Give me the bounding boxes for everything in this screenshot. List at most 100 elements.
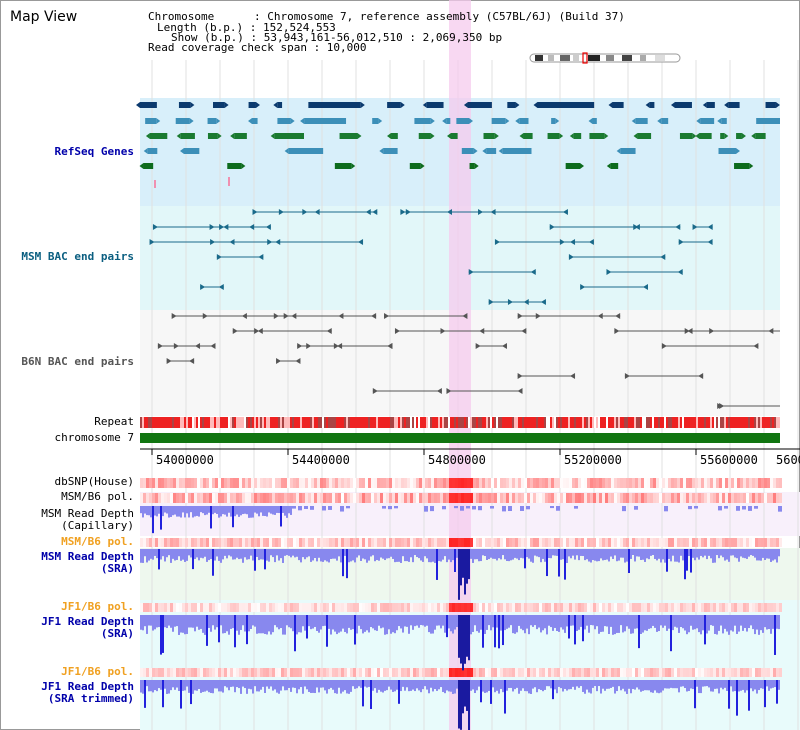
jf1-pol2-cell (332, 668, 335, 677)
msm-sra-depth-bar (758, 549, 760, 561)
dbsnp-cell (206, 478, 209, 488)
jf1-pol-cell (191, 603, 194, 612)
msm-pol-cell (578, 493, 581, 503)
msm-pol-cell (356, 493, 359, 503)
track-label-msm-depth-sra[interactable]: MSM Read Depth (41, 550, 134, 563)
msm-capillary-depth-bar (252, 506, 254, 518)
track-label-jf1-depth-trimmed[interactable]: JF1 Read Depth (41, 680, 134, 693)
jf1-trim-depth-bar (238, 680, 240, 689)
msm-pol-cell (503, 493, 506, 503)
jf1-trim-depth-bar (578, 680, 580, 688)
jf1-pol-cell (494, 603, 497, 612)
jf1-trim-depth-bar (722, 680, 724, 690)
msm-pol-cell (377, 493, 380, 503)
jf1-trim-depth-bar (264, 680, 266, 693)
jf1-sra-depth-bar (718, 615, 720, 631)
jf1-pol-cell (560, 603, 563, 612)
jf1-trim-depth-bar (656, 680, 658, 693)
repeat-feature (700, 417, 702, 428)
refseq-gene (736, 133, 742, 139)
jf1-sra-depth-bar (602, 615, 604, 632)
jf1-trim-depth-bar (490, 680, 492, 704)
dbsnp-cell (701, 478, 704, 488)
track-label-msm-b6-pol-sra[interactable]: MSM/B6 pol. (61, 535, 134, 548)
jf1-trim-depth-bar (204, 680, 206, 692)
dbsnp-cell (644, 478, 647, 488)
msm-pol-sra-cell (161, 538, 164, 547)
msm-sra-depth-bar (644, 549, 646, 562)
repeat-feature (594, 417, 596, 428)
track-label-jf1-b6-pol[interactable]: JF1/B6 pol. (61, 600, 134, 613)
track-label-dbsnp[interactable]: dbSNP(House) (54, 475, 134, 488)
track-label-chromosome[interactable]: chromosome 7 (54, 431, 134, 444)
msm-bac-pair-end (216, 254, 222, 260)
repeat-feature (284, 417, 286, 428)
track-label-b6n-bac[interactable]: B6N BAC end pairs (21, 355, 134, 368)
msm-sra-depth-bar (618, 549, 620, 561)
jf1-trim-depth-bar (690, 680, 692, 689)
jf1-pol-cell (200, 603, 203, 612)
jf1-sra-depth-bar (652, 615, 654, 626)
track-label-jf1-depth-sra[interactable]: JF1 Read Depth (41, 615, 134, 628)
repeat-feature (532, 417, 534, 428)
msm-pol-sra-cell (176, 538, 179, 547)
repeat-feature (528, 417, 530, 428)
jf1-trim-depth-bar (292, 680, 294, 688)
repeat-feature (166, 417, 168, 428)
jf1-pol-cell (746, 603, 749, 612)
track-label-msm-bac[interactable]: MSM BAC end pairs (21, 250, 134, 263)
msm-sra-depth-bar (652, 549, 654, 556)
repeat-feature (710, 417, 712, 428)
jf1-trim-depth-bar (408, 680, 410, 692)
refseq-gene-arrow (606, 163, 611, 169)
repeat-feature (668, 417, 670, 428)
dbsnp-cell (341, 478, 344, 488)
msm-pol-cell (527, 493, 530, 503)
jf1-trim-depth-bar (200, 680, 202, 693)
track-label-repeat[interactable]: Repeat (94, 415, 134, 428)
repeat-feature (486, 417, 488, 428)
jf1-sra-depth-bar (594, 615, 596, 630)
repeat-feature (414, 417, 416, 428)
msm-capillary-depth-bar (154, 506, 156, 516)
msm-sra-depth-bar (638, 549, 640, 557)
dbsnp-cell (305, 478, 308, 488)
msm-sra-depth-bar (524, 549, 526, 569)
dbsnp-cell (284, 478, 287, 488)
msm-capillary-depth-bar (150, 506, 152, 518)
msm-bac-pair-end (152, 224, 158, 230)
jf1-pol-cell (644, 603, 647, 612)
jf1-trim-depth-bar (396, 680, 398, 690)
track-label-msm-b6-pol[interactable]: MSM/B6 pol. (61, 490, 134, 503)
jf1-trim-depth-bar (232, 680, 234, 687)
msm-pol-sra-cell (185, 538, 188, 547)
msm-pol-cell (182, 493, 185, 503)
jf1-trim-depth-bar (624, 680, 626, 692)
jf1-pol-cell (422, 603, 425, 612)
jf1-sra-depth-bar (154, 615, 156, 630)
msm-sra-depth-bar (736, 549, 738, 559)
track-label-msm-depth-capillary[interactable]: MSM Read Depth (41, 507, 134, 520)
jf1-trim-depth-bar (150, 680, 152, 692)
msm-pol-sra-cell (566, 538, 569, 547)
jf1-pol-cell (338, 603, 341, 612)
jf1-sra-depth-bar (744, 615, 746, 628)
repeat-feature (396, 417, 398, 428)
jf1-trim-depth-bar (142, 680, 144, 694)
jf1-pol2-cell (722, 668, 725, 677)
msm-pol-sra-cell (305, 538, 308, 547)
jf1-pol2-cell (626, 668, 629, 677)
dbsnp-cell (725, 478, 728, 488)
jf1-trim-depth-bar (476, 680, 478, 691)
dbsnp-cell (158, 478, 161, 488)
msm-pol-sra-cell (710, 538, 713, 547)
repeat-feature (358, 417, 360, 428)
refseq-gene-arrow (515, 118, 520, 124)
msm-sra-depth-bar (460, 549, 462, 586)
track-label-jf1-b6-pol-2[interactable]: JF1/B6 pol. (61, 665, 134, 678)
msm-sra-depth-bar (604, 549, 606, 560)
msm-pol-cell (521, 493, 524, 503)
track-label-refseq-genes[interactable]: RefSeq Genes (54, 145, 134, 158)
jf1-pol2-cell (674, 668, 677, 677)
